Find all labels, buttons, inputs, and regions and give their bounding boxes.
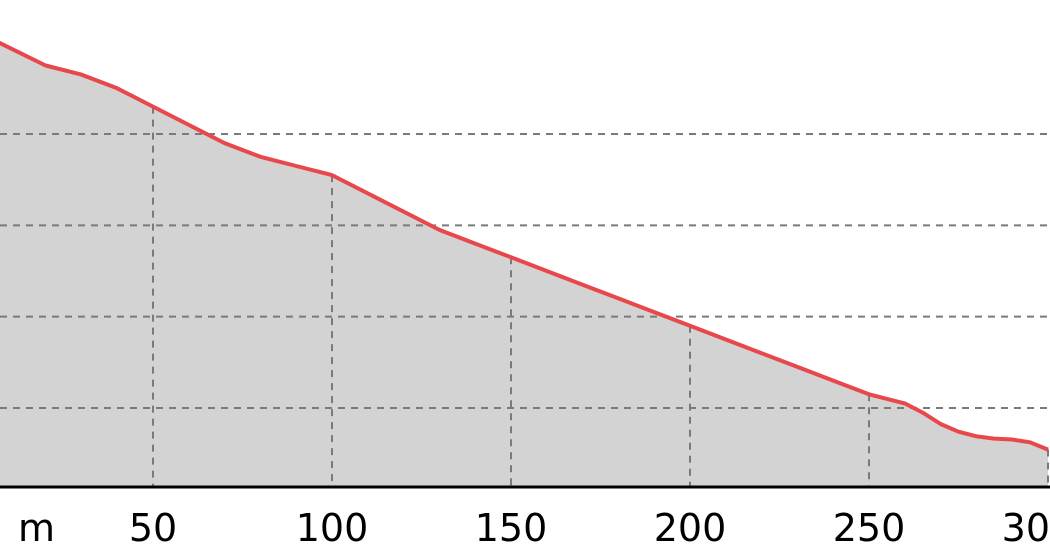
x-tick-label: 50 <box>129 506 177 550</box>
elevation-area-fill <box>0 43 1048 487</box>
x-tick-label: 250 <box>833 506 906 550</box>
x-tick-label: 150 <box>475 506 548 550</box>
x-tick-label: 200 <box>654 506 727 550</box>
x-tick-labels: 50 100 150 200 250 30 <box>129 506 1050 550</box>
x-unit-label: m <box>18 506 55 550</box>
elevation-profile-line <box>0 40 1049 452</box>
x-tick-label: 100 <box>296 506 369 550</box>
grid-over-layer <box>0 106 1050 487</box>
x-tick-label: 30 <box>1002 506 1050 550</box>
